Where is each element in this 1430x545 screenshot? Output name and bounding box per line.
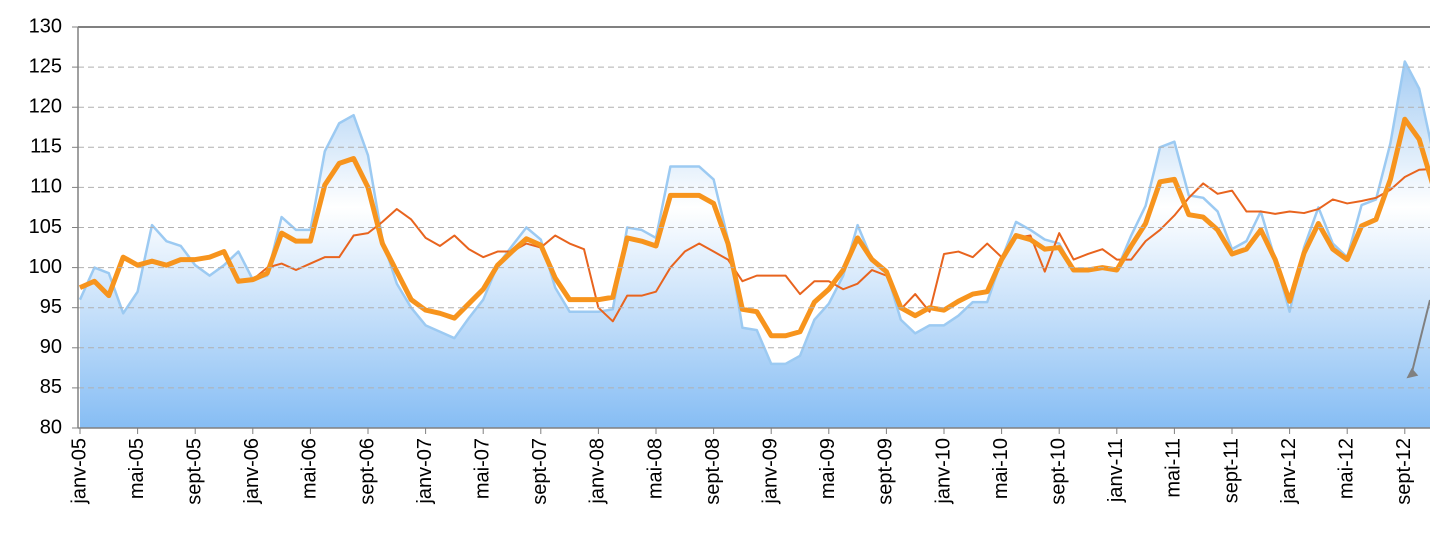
x-tick-label: mai-06 xyxy=(299,438,321,499)
x-tick-label: mai-12 xyxy=(1335,438,1357,499)
line xyxy=(79,168,1430,323)
x-tick-label: janv-12 xyxy=(1278,438,1300,505)
x-tick-label: mai-10 xyxy=(990,438,1012,499)
x-tick-label: sept-12 xyxy=(1393,438,1415,505)
x-tick-label: mai-05 xyxy=(126,438,148,499)
line xyxy=(78,116,1430,339)
y-tick-label: 90 xyxy=(40,336,62,358)
line xyxy=(78,60,1430,366)
y-tick-label: 105 xyxy=(29,216,62,238)
y-tick-label: 100 xyxy=(29,256,62,278)
y-tick-label: 115 xyxy=(30,136,62,158)
x-tick-label: janv-08 xyxy=(587,438,609,505)
x-tick-label: mai-09 xyxy=(817,438,839,499)
area xyxy=(80,61,1430,428)
x-tick-label: mai-08 xyxy=(644,438,666,499)
x-tick-label: janv-10 xyxy=(932,438,954,505)
x-tick-label: mai-11 xyxy=(1163,438,1185,498)
x-tick-label: sept-05 xyxy=(183,438,205,505)
y-tick-label: 85 xyxy=(40,376,62,398)
x-tick-label: sept-08 xyxy=(702,438,724,505)
x-tick-label: janv-05 xyxy=(68,438,90,505)
x-tick-label: janv-07 xyxy=(414,438,436,505)
y-tick-label: 95 xyxy=(40,296,62,318)
y-tick-label: 120 xyxy=(29,95,62,117)
x-tick-label: sept-11 xyxy=(1220,438,1242,503)
x-tick-label: sept-09 xyxy=(875,438,897,505)
y-tick-label: 110 xyxy=(30,176,62,198)
arrow-head xyxy=(1406,368,1419,379)
x-tick-label: sept-10 xyxy=(1047,438,1069,505)
x-tick-label: janv-09 xyxy=(759,438,781,505)
x-tick-label: sept-07 xyxy=(529,438,551,505)
axes: 80 85 90 95 100 105 110 115 120 125 130 janv-05 mai-… xyxy=(29,15,1430,505)
x-tick-label: janv-11 xyxy=(1105,438,1127,503)
x-tick-label: mai-07 xyxy=(471,438,493,499)
plot-area xyxy=(78,60,1430,428)
x-tick-label: sept-06 xyxy=(356,438,378,505)
y-tick-label: 130 xyxy=(29,15,62,37)
y-tick-label: 125 xyxy=(29,55,62,77)
x-tick-label: janv-06 xyxy=(241,438,263,505)
arrow xyxy=(1411,299,1430,373)
y-tick-label: 80 xyxy=(40,416,62,438)
